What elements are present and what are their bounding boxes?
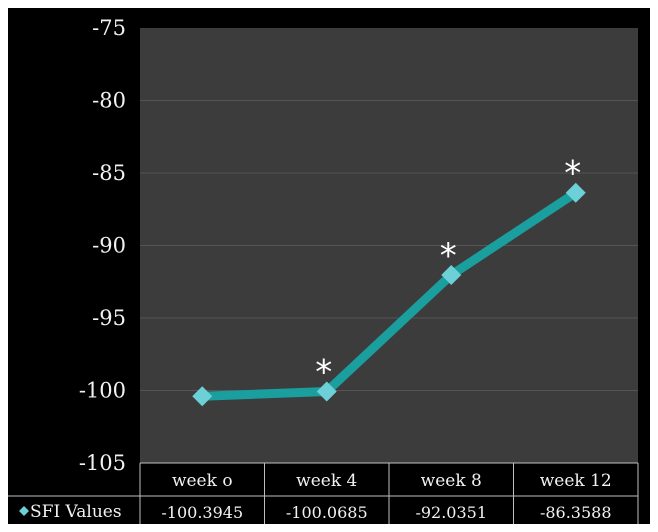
- data-value-label: -92.0351: [415, 503, 487, 522]
- legend-label: SFI Values: [30, 502, 122, 522]
- data-point-marker: [192, 386, 213, 407]
- data-value-label: -86.3588: [540, 503, 612, 522]
- legend-marker: [19, 506, 29, 516]
- data-value-label: -100.3945: [161, 503, 243, 522]
- chart-panel: -75 -80 -85 -90 -95 -100 -105 week o week 4 week …: [8, 8, 650, 524]
- significance-asterisk: *: [440, 236, 457, 276]
- significance-asterisk: *: [564, 154, 581, 194]
- data-point-marker: [565, 182, 586, 203]
- significance-asterisk: *: [315, 352, 332, 392]
- y-tick-label: -80: [92, 89, 126, 113]
- y-tick-label: -85: [92, 161, 126, 185]
- category-label: week 8: [421, 471, 482, 491]
- category-label: week o: [172, 471, 233, 491]
- data-value-label: -100.0685: [286, 503, 368, 522]
- data-point-marker: [441, 265, 462, 286]
- series-line: [197, 188, 581, 401]
- category-label: week 12: [540, 471, 612, 491]
- y-tick-label: -95: [92, 306, 126, 330]
- y-tick-label: -100: [79, 379, 126, 403]
- y-tick-label: -105: [79, 451, 126, 475]
- data-point-marker: [316, 381, 337, 402]
- category-label: week 4: [296, 471, 357, 491]
- y-tick-label: -90: [92, 234, 126, 258]
- y-tick-label: -75: [92, 16, 126, 40]
- line-chart: -75 -80 -85 -90 -95 -100 -105 week o week 4 week …: [8, 16, 639, 524]
